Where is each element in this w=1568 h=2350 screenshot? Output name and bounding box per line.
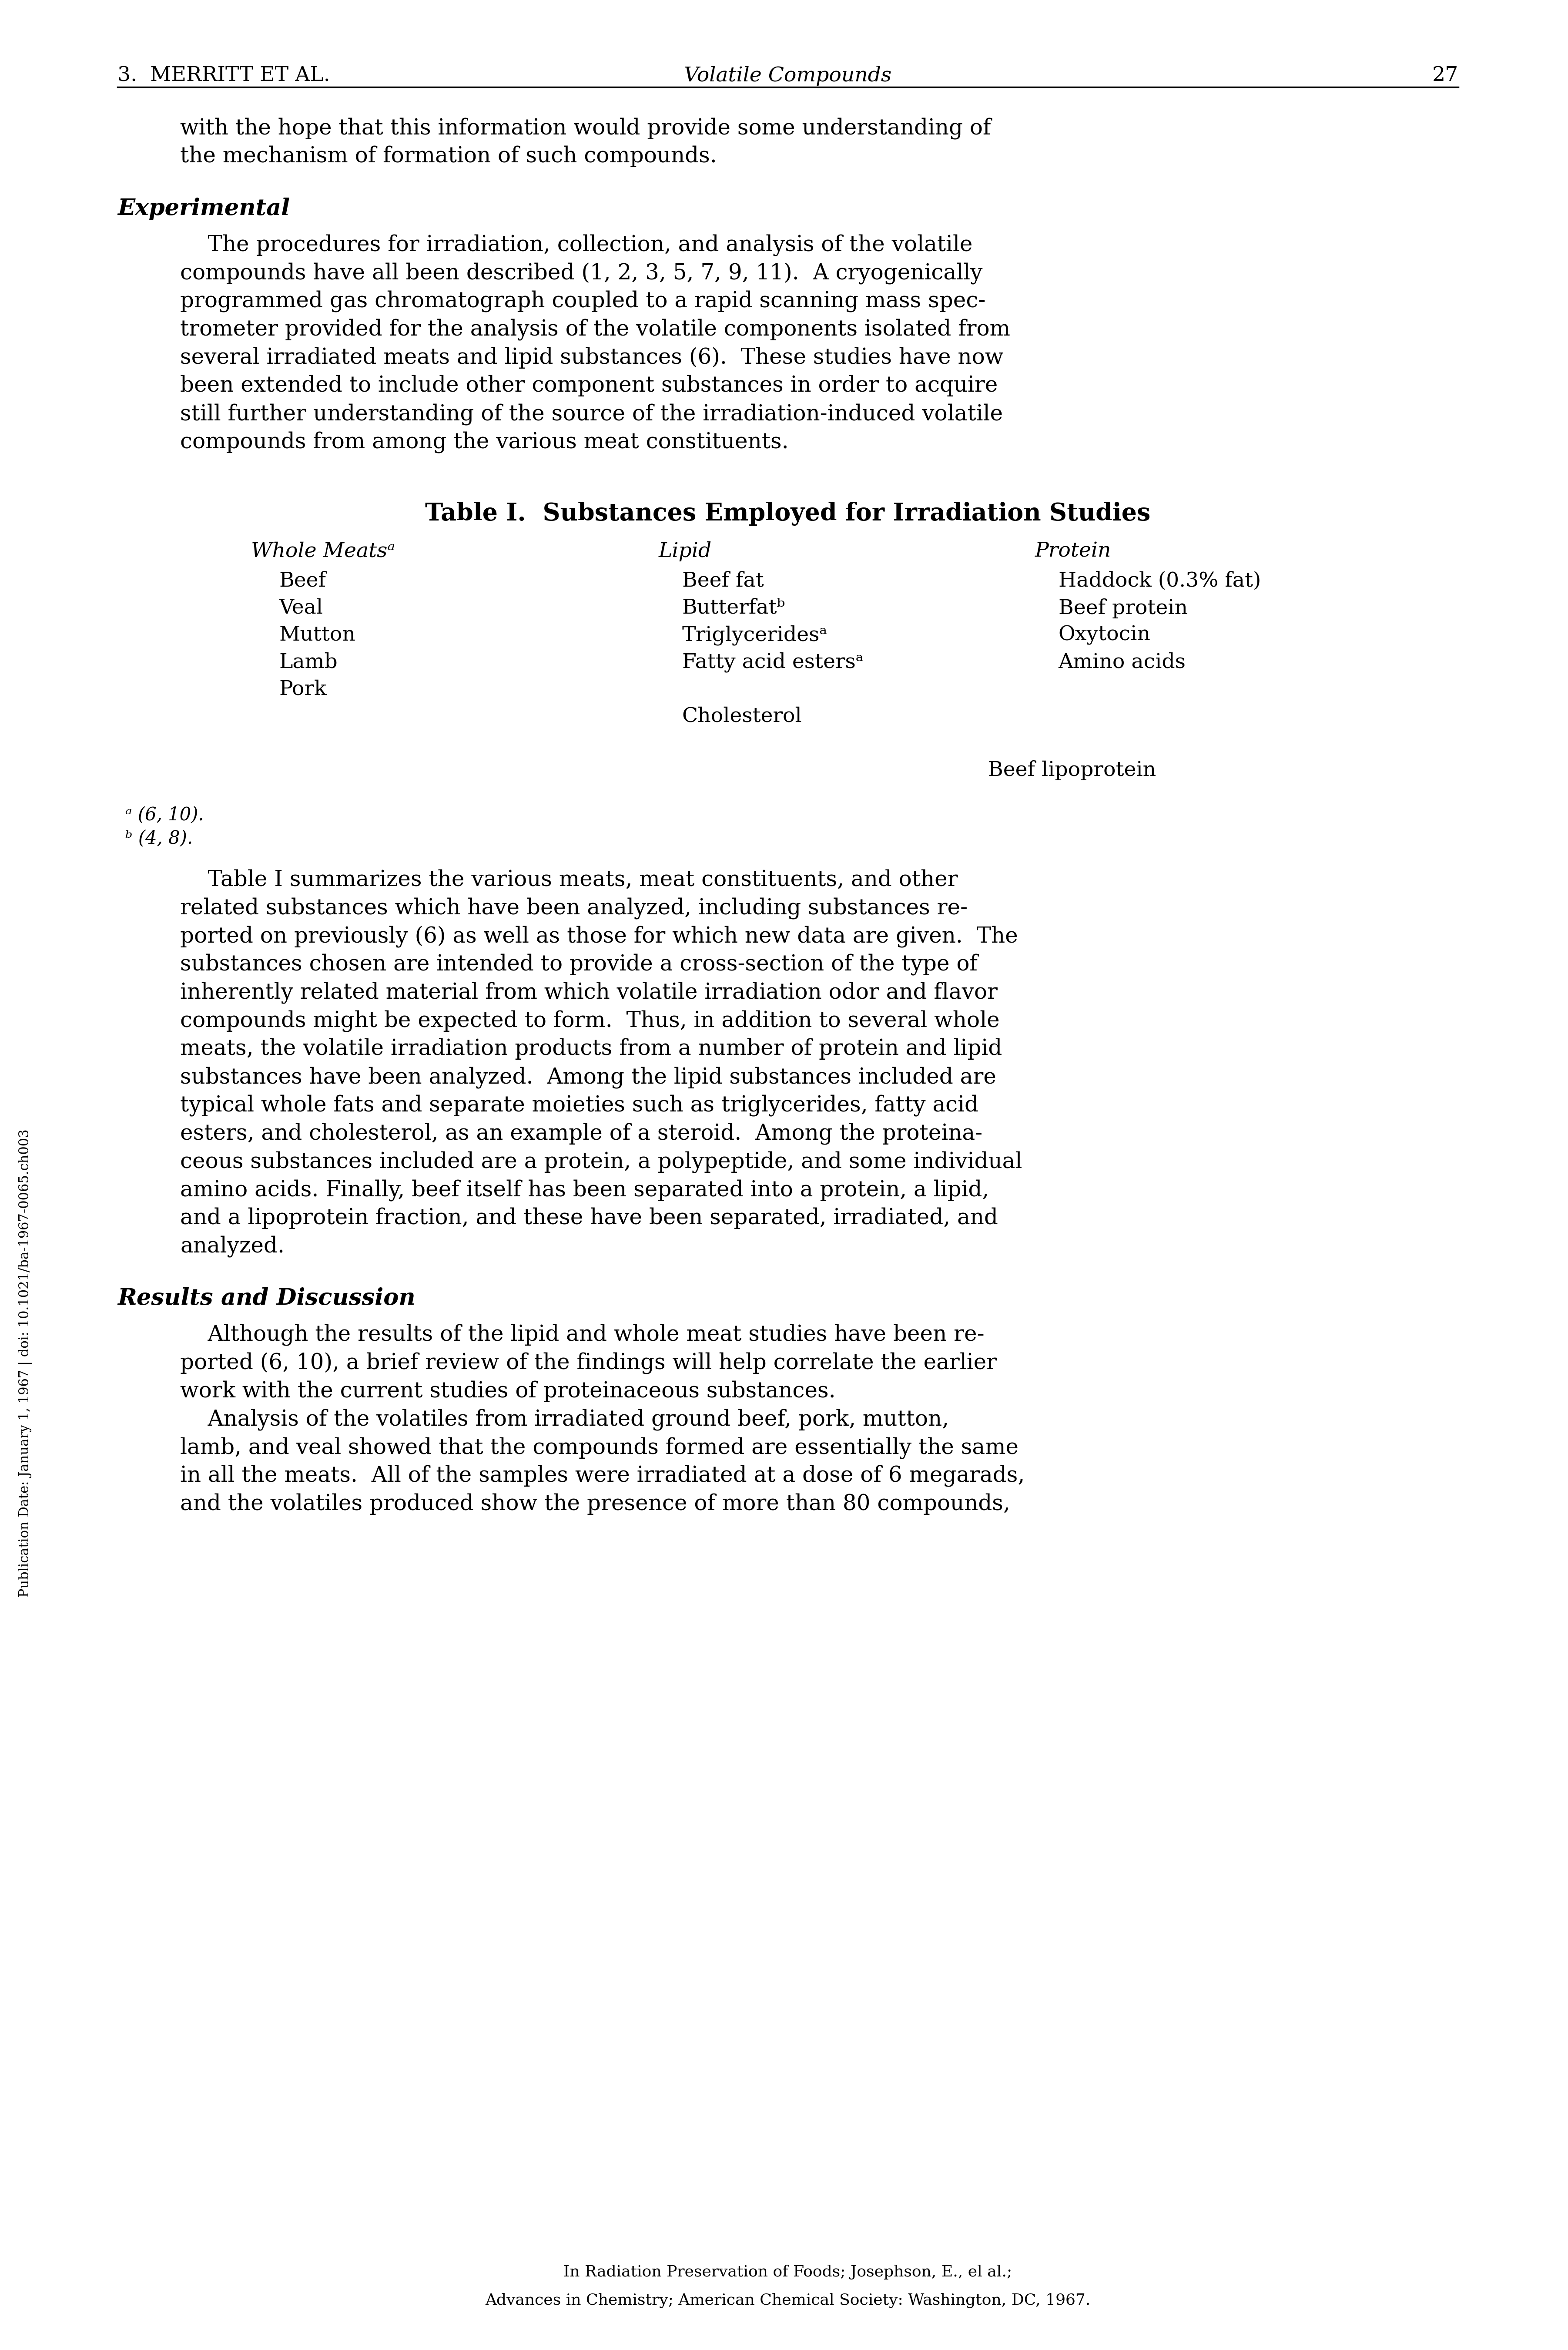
Text: Protein: Protein [1035,540,1112,562]
Text: Although the results of the lipid and whole meat studies have been re-: Although the results of the lipid and wh… [180,1323,985,1347]
Text: In Radiation Preservation of Foods; Josephson, E., el al.;: In Radiation Preservation of Foods; Jose… [563,2265,1013,2279]
Text: related substances which have been analyzed, including substances re-: related substances which have been analy… [180,898,967,919]
Text: been extended to include other component substances in order to acquire: been extended to include other component… [180,376,997,397]
Text: Beef lipoprotein: Beef lipoprotein [988,761,1156,780]
Text: Advances in Chemistry; American Chemical Society: Washington, DC, 1967.: Advances in Chemistry; American Chemical… [485,2294,1091,2308]
Text: Whole Meatsᵃ: Whole Meatsᵃ [251,540,395,562]
Text: ported (6, 10), a brief review of the findings will help correlate the earlier: ported (6, 10), a brief review of the fi… [180,1351,997,1375]
Text: several irradiated meats and lipid substances (6).  These studies have now: several irradiated meats and lipid subst… [180,348,1004,369]
Text: trometer provided for the analysis of the volatile components isolated from: trometer provided for the analysis of th… [180,320,1010,341]
Text: Analysis of the volatiles from irradiated ground beef, pork, mutton,: Analysis of the volatiles from irradiate… [180,1408,949,1431]
Text: ᵇ (4, 8).: ᵇ (4, 8). [125,830,193,848]
Text: meats, the volatile irradiation products from a number of protein and lipid: meats, the volatile irradiation products… [180,1039,1002,1060]
Text: Results and Discussion: Results and Discussion [118,1288,416,1309]
Text: Lipid: Lipid [659,540,712,562]
Text: Beef protein: Beef protein [1058,599,1187,618]
Text: esters, and cholesterol, as an example of a steroid.  Among the proteina-: esters, and cholesterol, as an example o… [180,1123,983,1144]
Text: the mechanism of formation of such compounds.: the mechanism of formation of such compo… [180,146,717,167]
Text: ceous substances included are a protein, a polypeptide, and some individual: ceous substances included are a protein,… [180,1152,1022,1173]
Text: Experimental: Experimental [118,197,290,219]
Text: Table I.  Substances Employed for Irradiation Studies: Table I. Substances Employed for Irradia… [425,503,1151,526]
Text: with the hope that this information would provide some understanding of: with the hope that this information woul… [180,118,991,139]
Text: Beef: Beef [279,571,326,590]
Text: Mutton: Mutton [279,625,356,644]
Text: Oxytocin: Oxytocin [1058,625,1151,644]
Text: Volatile Compounds: Volatile Compounds [684,66,892,87]
Text: Lamb: Lamb [279,653,337,672]
Text: in all the meats.  All of the samples were irradiated at a dose of 6 megarads,: in all the meats. All of the samples wer… [180,1464,1025,1488]
Text: still further understanding of the source of the irradiation-induced volatile: still further understanding of the sourc… [180,404,1004,425]
Text: amino acids. Finally, beef itself has been separated into a protein, a lipid,: amino acids. Finally, beef itself has be… [180,1180,989,1201]
Text: and a lipoprotein fraction, and these have been separated, irradiated, and: and a lipoprotein fraction, and these ha… [180,1208,999,1229]
Text: compounds have all been described (1, 2, 3, 5, 7, 9, 11).  A cryogenically: compounds have all been described (1, 2,… [180,263,983,284]
Text: substances chosen are intended to provide a cross-section of the type of: substances chosen are intended to provid… [180,954,978,975]
Text: Publication Date: January 1, 1967 | doi: 10.1021/ba-1967-0065.ch003: Publication Date: January 1, 1967 | doi:… [19,1128,31,1598]
Text: programmed gas chromatograph coupled to a rapid scanning mass spec-: programmed gas chromatograph coupled to … [180,291,986,313]
Text: Butterfatᵇ: Butterfatᵇ [682,599,786,618]
Text: compounds might be expected to form.  Thus, in addition to several whole: compounds might be expected to form. Thu… [180,1010,1000,1032]
Text: work with the current studies of proteinaceous substances.: work with the current studies of protein… [180,1379,836,1403]
Text: inherently related material from which volatile irradiation odor and flavor: inherently related material from which v… [180,982,997,1003]
Text: lamb, and veal showed that the compounds formed are essentially the same: lamb, and veal showed that the compounds… [180,1436,1019,1459]
Text: ported on previously (6) as well as those for which new data are given.  The: ported on previously (6) as well as thos… [180,926,1018,947]
Text: Cholesterol: Cholesterol [682,707,801,726]
Text: substances have been analyzed.  Among the lipid substances included are: substances have been analyzed. Among the… [180,1067,996,1088]
Text: Beef fat: Beef fat [682,571,764,590]
Text: 3.  MERRITT ET AL.: 3. MERRITT ET AL. [118,66,331,85]
Text: and the volatiles produced show the presence of more than 80 compounds,: and the volatiles produced show the pres… [180,1492,1010,1516]
Text: compounds from among the various meat constituents.: compounds from among the various meat co… [180,432,789,454]
Text: 27: 27 [1432,66,1458,85]
Text: Amino acids: Amino acids [1058,653,1185,672]
Text: The procedures for irradiation, collection, and analysis of the volatile: The procedures for irradiation, collecti… [180,235,972,256]
Text: Pork: Pork [279,679,326,698]
Text: typical whole fats and separate moieties such as triglycerides, fatty acid: typical whole fats and separate moieties… [180,1095,978,1116]
Text: Fatty acid estersᵃ: Fatty acid estersᵃ [682,653,864,672]
Text: Triglyceridesᵃ: Triglyceridesᵃ [682,625,828,646]
Text: Haddock (0.3% fat): Haddock (0.3% fat) [1058,571,1261,590]
Text: analyzed.: analyzed. [180,1236,285,1257]
Text: Veal: Veal [279,599,323,618]
Text: Table I summarizes the various meats, meat constituents, and other: Table I summarizes the various meats, me… [180,870,958,891]
Text: ᵃ (6, 10).: ᵃ (6, 10). [125,806,204,825]
